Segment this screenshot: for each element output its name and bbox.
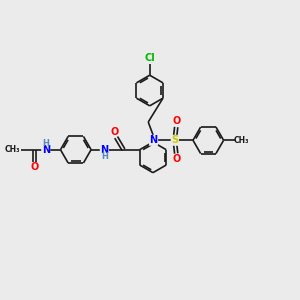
Text: N: N [100, 145, 108, 155]
Text: N: N [42, 145, 50, 155]
Text: O: O [30, 162, 39, 172]
Text: Cl: Cl [144, 53, 155, 63]
Text: H: H [101, 152, 108, 161]
Text: CH₃: CH₃ [234, 136, 250, 145]
Text: H: H [42, 139, 49, 148]
Text: S: S [171, 135, 178, 145]
Text: O: O [172, 116, 180, 126]
Text: N: N [149, 135, 158, 145]
Text: O: O [172, 154, 180, 164]
Text: O: O [110, 127, 119, 137]
Text: CH₃: CH₃ [5, 145, 20, 154]
